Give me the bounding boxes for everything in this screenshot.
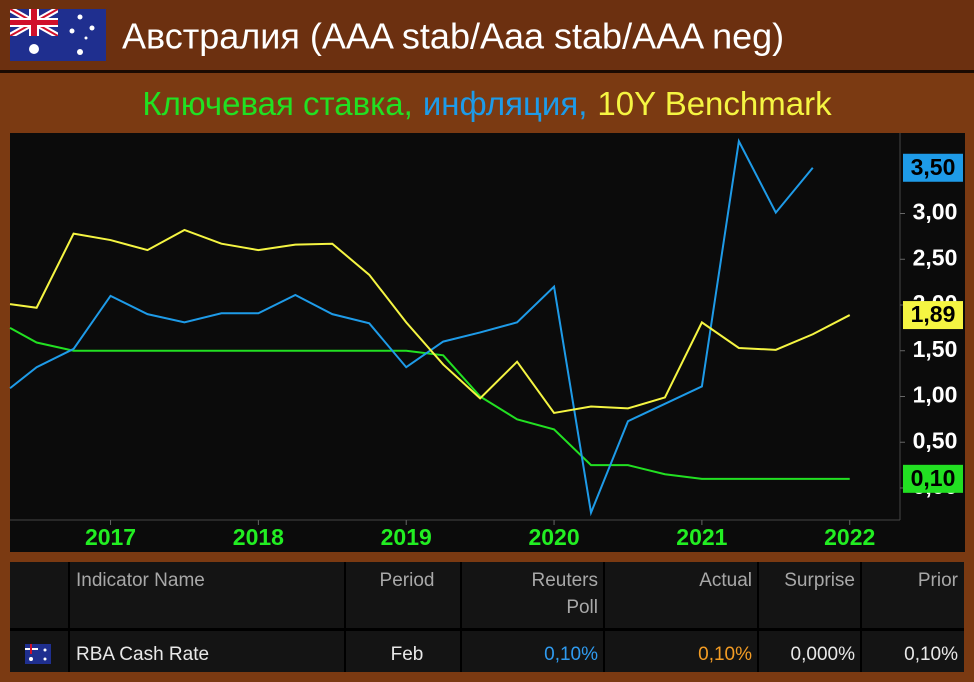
value-label: 0,10 <box>911 465 956 491</box>
legend: Ключевая ставка, инфляция, 10Y Benchmark <box>142 85 832 122</box>
y-tick-label: 1,50 <box>913 336 958 362</box>
header-rule <box>0 70 974 73</box>
table-cell: Actual <box>699 570 752 591</box>
y-tick-label: 1,00 <box>913 382 958 408</box>
column-rule <box>460 562 462 672</box>
table-cell: Surprise <box>784 570 855 591</box>
table-cell: 0,10% <box>698 644 752 665</box>
table-cell: 0,000% <box>790 644 855 665</box>
x-tick-label: 2021 <box>676 524 727 550</box>
flag <box>10 9 106 61</box>
value-label: 1,89 <box>911 301 956 327</box>
plot-background <box>10 133 965 552</box>
header-bar <box>0 0 974 70</box>
column-rule <box>603 562 605 672</box>
y-tick-label: 0,50 <box>913 427 958 453</box>
column-rule <box>757 562 759 672</box>
series-line <box>9 138 814 517</box>
flag-icon <box>25 644 51 669</box>
legend-entry: Ключевая ставка, <box>142 85 412 122</box>
table-cell: Reuters Poll <box>531 570 598 618</box>
value-label-box <box>903 301 963 330</box>
table-cell: Indicator Name <box>76 570 205 591</box>
value-label: 3,50 <box>911 154 956 180</box>
table-cell: 0,10% <box>544 644 598 665</box>
column-rule <box>68 562 70 672</box>
x-tick-label: 2022 <box>824 524 875 550</box>
chart: Австралия (AAA stab/Aaa stab/AAA neg) Кл… <box>0 0 974 552</box>
column-rule <box>344 562 346 672</box>
table: Indicator Name Period Reuters Poll Actual Su… <box>10 562 964 672</box>
table-cell: Feb <box>390 644 424 665</box>
chart-title: Австралия (AAA stab/Aaa stab/AAA neg) <box>122 16 784 57</box>
table-cell: RBA Cash Rate <box>76 644 210 665</box>
x-tick-label: 2017 <box>85 524 136 550</box>
legend-entry: 10Y Benchmark <box>597 85 832 122</box>
table-cell: 0,10% <box>904 644 958 665</box>
table-cell: Prior <box>917 570 958 591</box>
table-cell: Period <box>379 570 435 591</box>
legend-entry: инфляция, <box>423 85 588 122</box>
x-tick-label: 2018 <box>233 524 284 550</box>
value-label-box <box>903 153 963 182</box>
x-tick-label: 2020 <box>528 524 579 550</box>
value-label-box <box>903 464 963 493</box>
series-line <box>9 228 851 415</box>
series-line <box>9 326 850 480</box>
x-tick-label: 2019 <box>381 524 432 550</box>
row-rule <box>10 628 964 631</box>
y-tick-label: 2,50 <box>913 244 958 270</box>
y-tick-label: 3,00 <box>913 199 958 225</box>
column-rule <box>860 562 862 672</box>
